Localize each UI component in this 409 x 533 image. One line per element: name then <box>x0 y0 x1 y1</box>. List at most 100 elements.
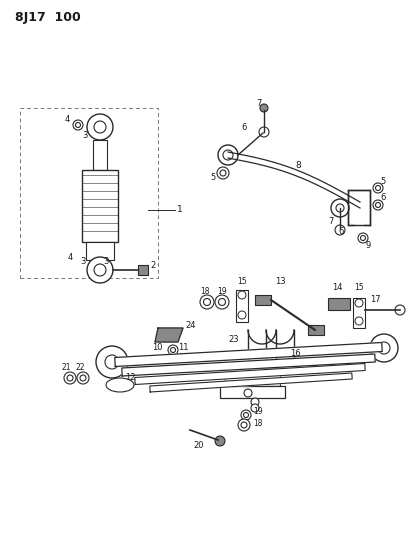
Bar <box>328 298 350 310</box>
Text: 15: 15 <box>354 284 364 293</box>
Text: 5: 5 <box>210 173 215 182</box>
Circle shape <box>67 375 73 381</box>
Circle shape <box>373 200 383 210</box>
Circle shape <box>360 236 366 240</box>
Circle shape <box>223 150 233 160</box>
Text: 4: 4 <box>65 116 70 125</box>
Text: 7: 7 <box>256 99 261 108</box>
Circle shape <box>355 317 363 325</box>
Circle shape <box>64 372 76 384</box>
Text: 17: 17 <box>370 295 381 304</box>
Circle shape <box>168 345 178 355</box>
Text: 8: 8 <box>295 160 301 169</box>
Circle shape <box>243 413 249 417</box>
Text: 15: 15 <box>237 278 247 287</box>
Text: 18: 18 <box>200 287 209 296</box>
Circle shape <box>73 120 83 130</box>
Bar <box>138 265 148 275</box>
Circle shape <box>105 355 119 369</box>
Circle shape <box>238 419 250 431</box>
Circle shape <box>217 167 229 179</box>
Circle shape <box>336 204 344 212</box>
Text: 3: 3 <box>82 132 88 141</box>
Circle shape <box>215 295 229 309</box>
Circle shape <box>260 104 268 112</box>
Circle shape <box>77 372 89 384</box>
Text: 13: 13 <box>275 278 285 287</box>
Text: 3: 3 <box>80 257 85 266</box>
Text: 22: 22 <box>76 364 85 373</box>
Text: 16: 16 <box>290 349 301 358</box>
Circle shape <box>248 361 256 369</box>
Circle shape <box>215 436 225 446</box>
Circle shape <box>204 298 211 305</box>
Circle shape <box>251 398 259 406</box>
Text: 8J17  100: 8J17 100 <box>15 12 81 25</box>
Text: 20: 20 <box>193 440 204 449</box>
Circle shape <box>220 170 226 176</box>
Text: 12: 12 <box>125 374 135 383</box>
Circle shape <box>241 410 251 420</box>
Circle shape <box>335 225 345 235</box>
Circle shape <box>373 183 383 193</box>
Circle shape <box>238 311 246 319</box>
Text: 21: 21 <box>62 364 72 373</box>
Bar <box>225 368 280 386</box>
Circle shape <box>331 199 349 217</box>
Text: 6: 6 <box>241 123 246 132</box>
Circle shape <box>378 342 390 354</box>
Bar <box>20 108 158 278</box>
Polygon shape <box>155 328 183 342</box>
Text: 1: 1 <box>177 206 183 214</box>
Circle shape <box>375 185 380 190</box>
Circle shape <box>244 389 252 397</box>
Circle shape <box>171 348 175 352</box>
Circle shape <box>200 295 214 309</box>
Text: 14: 14 <box>332 284 342 293</box>
Text: 6: 6 <box>380 193 385 203</box>
Circle shape <box>87 257 113 283</box>
Circle shape <box>238 291 246 299</box>
Circle shape <box>375 203 380 207</box>
Circle shape <box>259 127 269 137</box>
Circle shape <box>355 299 363 307</box>
Circle shape <box>96 346 128 378</box>
Bar <box>308 325 324 335</box>
Circle shape <box>251 404 259 412</box>
Text: 11: 11 <box>178 343 189 352</box>
Bar <box>86 242 114 260</box>
Text: 19: 19 <box>253 407 263 416</box>
Circle shape <box>76 123 81 127</box>
Text: 24: 24 <box>185 321 196 330</box>
Circle shape <box>358 233 368 243</box>
Circle shape <box>241 422 247 428</box>
Text: 3: 3 <box>103 257 108 266</box>
Polygon shape <box>135 364 365 384</box>
Text: 7: 7 <box>328 217 333 227</box>
Text: 9: 9 <box>366 240 371 249</box>
Text: 23: 23 <box>228 335 238 344</box>
Text: 10: 10 <box>152 343 162 352</box>
Text: 2: 2 <box>150 261 155 270</box>
Ellipse shape <box>106 378 134 392</box>
Circle shape <box>370 334 398 362</box>
Text: 19: 19 <box>217 287 227 296</box>
Circle shape <box>94 121 106 133</box>
Circle shape <box>80 375 86 381</box>
Bar <box>220 386 285 398</box>
Bar <box>82 170 118 242</box>
Polygon shape <box>115 343 382 367</box>
Text: 18: 18 <box>253 418 263 427</box>
Circle shape <box>87 114 113 140</box>
Circle shape <box>395 305 405 315</box>
Circle shape <box>218 145 238 165</box>
Bar <box>93 140 107 170</box>
Circle shape <box>218 298 225 305</box>
Polygon shape <box>122 354 375 376</box>
Text: 5: 5 <box>380 177 385 187</box>
Bar <box>353 298 365 328</box>
Circle shape <box>94 264 106 276</box>
Bar <box>352 195 366 221</box>
Bar <box>348 190 370 225</box>
Bar <box>236 290 248 322</box>
